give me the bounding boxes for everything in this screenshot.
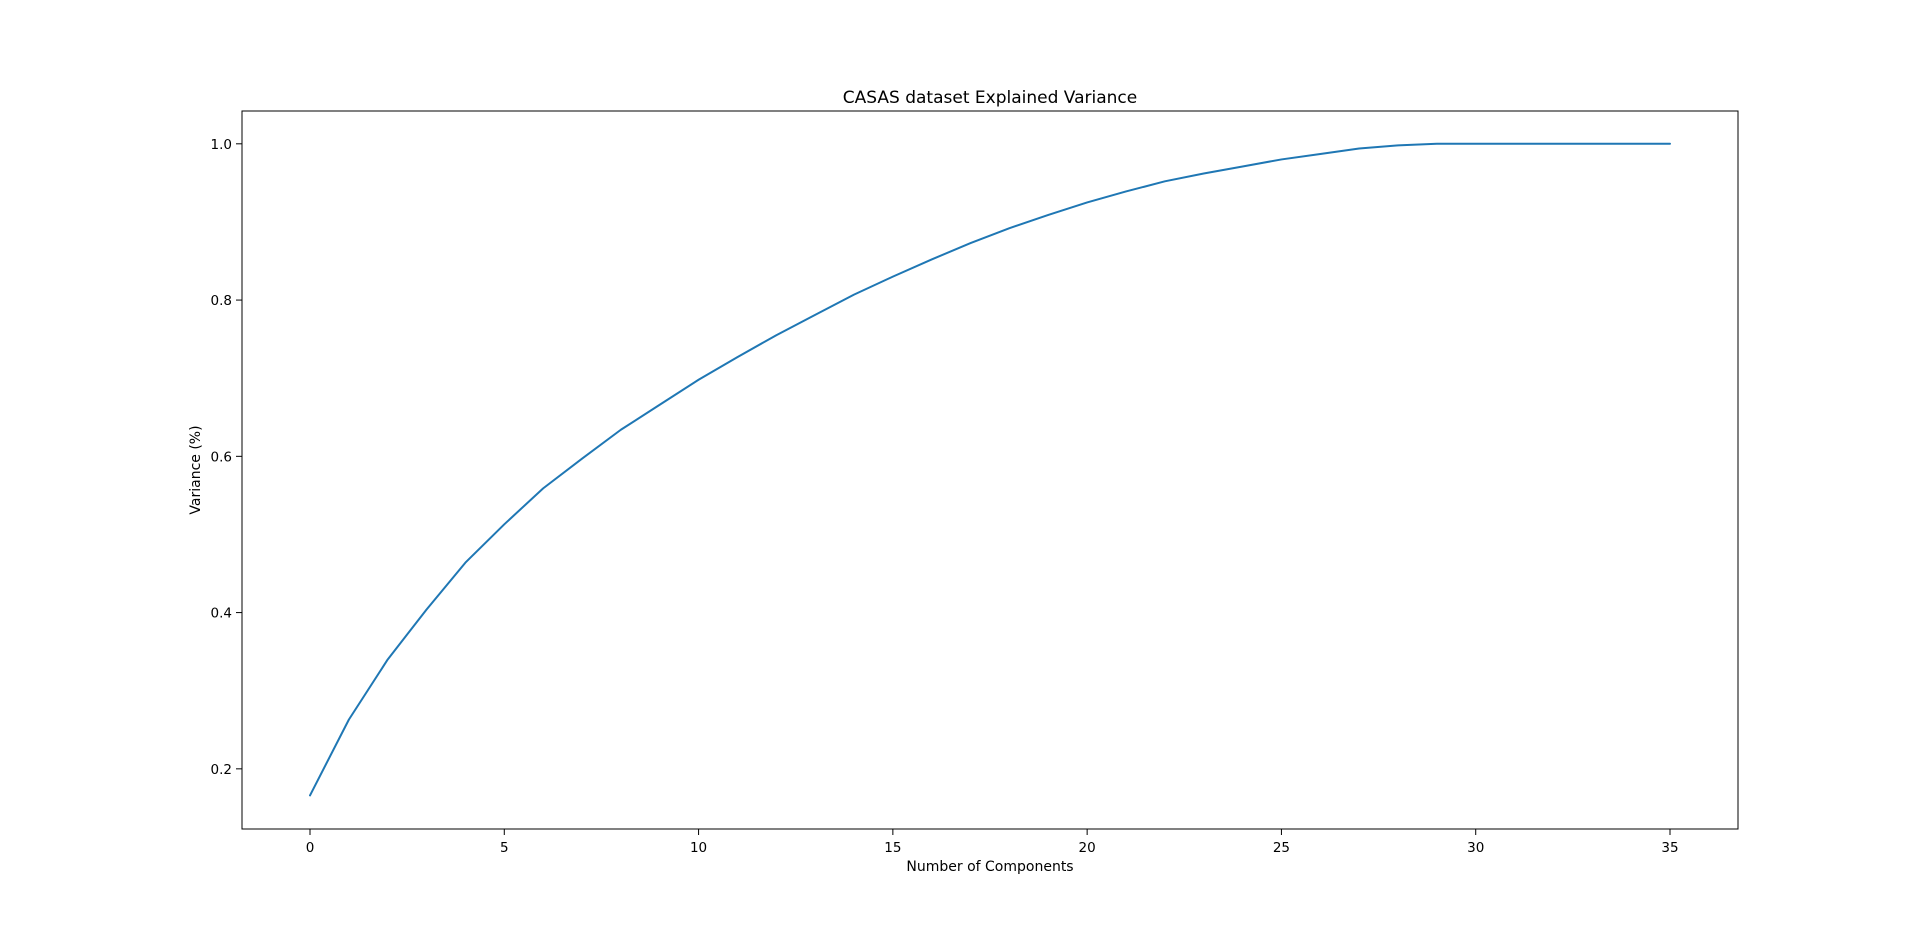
series-line [309,142,1671,797]
y-axis-label: Variance (%) [188,425,204,514]
y-tick-label: 0.2 [211,762,232,778]
x-tick-label: 20 [1079,840,1096,856]
x-tick-label: 15 [884,840,901,856]
y-axis: 0.2 0.4 0.6 0.8 1.0 [211,137,242,778]
series-group [309,142,1671,797]
x-tick-label: 0 [306,840,315,856]
y-tick-label: 1.0 [211,137,232,153]
x-tick-label: 10 [690,840,707,856]
x-tick-label: 5 [500,840,509,856]
y-tick-label: 0.6 [211,449,232,465]
chart-title: CASAS dataset Explained Variance [843,88,1137,108]
y-tick-label: 0.8 [211,293,232,309]
x-axis-label: Number of Components [906,859,1073,875]
x-tick-label: 30 [1467,840,1484,856]
x-axis: 0 5 10 15 20 25 30 35 [306,829,1679,856]
y-tick-label: 0.4 [211,606,232,622]
plot-frame [241,110,1739,830]
x-tick-label: 35 [1661,840,1678,856]
x-tick-label: 25 [1273,840,1290,856]
